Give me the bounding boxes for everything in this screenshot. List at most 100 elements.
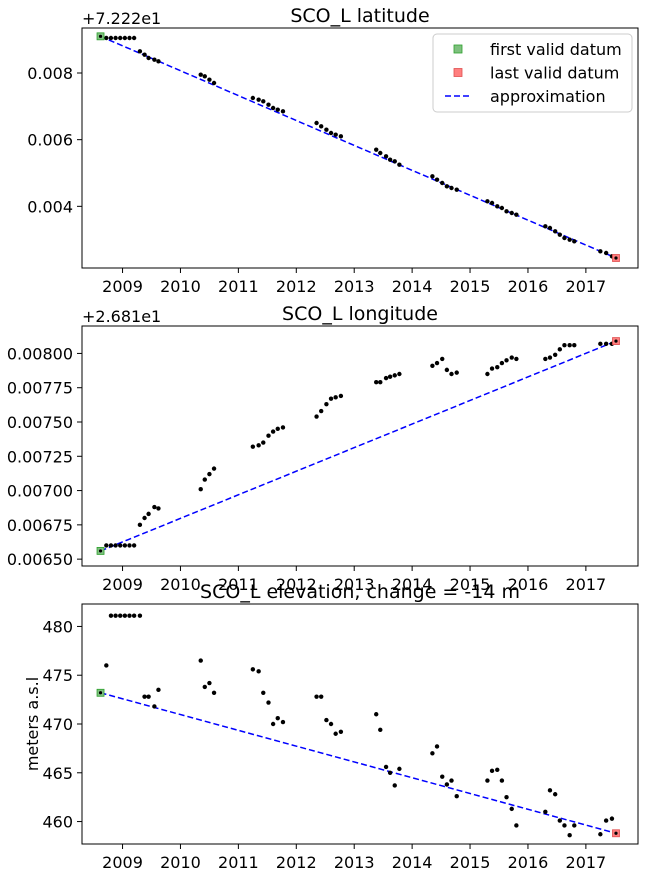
data-point bbox=[338, 729, 344, 735]
data-point bbox=[328, 396, 334, 401]
y-tick-label: 0.00750 bbox=[7, 413, 73, 432]
data-point bbox=[572, 239, 577, 244]
chart-title: SCO_L elevation, change = -14 m bbox=[200, 581, 520, 603]
x-tick-label: 2013 bbox=[334, 277, 375, 296]
data-point bbox=[598, 341, 603, 347]
approximation-line bbox=[100, 35, 617, 259]
data-point bbox=[108, 543, 114, 548]
data-point bbox=[383, 764, 389, 770]
data-point bbox=[567, 833, 572, 838]
data-point bbox=[333, 731, 338, 736]
data-point bbox=[146, 694, 151, 699]
x-tick-label: 2016 bbox=[508, 575, 549, 594]
x-tick-label: 2009 bbox=[102, 853, 143, 872]
data-point bbox=[256, 97, 261, 102]
data-point bbox=[202, 477, 207, 482]
data-point bbox=[489, 200, 495, 206]
data-point bbox=[504, 794, 509, 800]
data-point bbox=[598, 832, 603, 837]
data-point bbox=[127, 613, 132, 618]
data-point bbox=[270, 105, 276, 111]
data-point bbox=[552, 352, 558, 357]
y-tick-label: 0.00675 bbox=[7, 516, 73, 535]
data-point bbox=[152, 704, 157, 709]
data-point bbox=[378, 727, 383, 733]
data-point bbox=[118, 35, 123, 41]
data-point bbox=[495, 364, 500, 370]
data-point bbox=[211, 466, 217, 471]
data-point bbox=[378, 380, 383, 385]
data-point bbox=[397, 162, 402, 167]
y-tick-label: 0.00700 bbox=[7, 482, 73, 501]
data-point bbox=[572, 343, 577, 348]
data-point bbox=[557, 232, 563, 237]
data-point bbox=[202, 684, 207, 690]
y-tick-label: 0.00775 bbox=[7, 379, 73, 398]
data-point bbox=[609, 816, 615, 821]
data-point bbox=[131, 35, 137, 41]
data-point bbox=[383, 154, 389, 159]
plot-frame bbox=[81, 325, 639, 567]
legend-label: first valid datum bbox=[490, 40, 622, 59]
data-point bbox=[387, 157, 393, 162]
data-point bbox=[543, 224, 548, 229]
data-point bbox=[266, 102, 271, 107]
data-point bbox=[504, 358, 509, 363]
data-point bbox=[314, 414, 319, 419]
x-tick-label: 2014 bbox=[392, 277, 433, 296]
x-tick-label: 2010 bbox=[160, 277, 201, 296]
data-point bbox=[113, 35, 118, 41]
y-tick-label: 0.00725 bbox=[7, 447, 73, 466]
data-point bbox=[547, 225, 553, 231]
y-tick-label: 0.004 bbox=[27, 197, 73, 216]
data-point bbox=[146, 55, 151, 61]
data-point bbox=[598, 249, 603, 254]
x-tick-label: 2012 bbox=[276, 575, 317, 594]
data-point bbox=[454, 187, 459, 192]
data-point bbox=[603, 250, 609, 256]
data-point bbox=[314, 694, 319, 699]
data-point bbox=[509, 806, 514, 812]
data-point bbox=[557, 818, 563, 823]
data-point bbox=[383, 375, 389, 381]
data-point bbox=[122, 613, 128, 618]
data-point bbox=[98, 691, 103, 695]
data-point bbox=[440, 774, 445, 779]
data-point bbox=[434, 744, 440, 749]
data-point bbox=[392, 373, 397, 378]
data-point bbox=[261, 99, 266, 104]
data-point bbox=[495, 767, 500, 773]
data-point bbox=[374, 380, 379, 385]
data-point bbox=[430, 363, 435, 368]
data-point bbox=[562, 343, 567, 348]
data-point bbox=[454, 370, 459, 375]
data-point bbox=[280, 719, 286, 725]
data-point bbox=[98, 549, 103, 553]
x-tick-label: 2010 bbox=[160, 575, 201, 594]
x-tick-label: 2017 bbox=[566, 853, 607, 872]
data-point bbox=[280, 425, 286, 430]
data-point bbox=[261, 690, 266, 695]
data-point bbox=[142, 694, 147, 699]
y-tick-label: 465 bbox=[42, 764, 73, 783]
data-point bbox=[266, 700, 271, 705]
data-point bbox=[152, 504, 157, 510]
data-point bbox=[137, 522, 143, 528]
data-point bbox=[374, 147, 379, 152]
data-point bbox=[270, 721, 276, 727]
data-point bbox=[614, 256, 618, 260]
y-tick-label: 475 bbox=[42, 666, 73, 685]
data-point bbox=[430, 174, 435, 179]
x-tick-label: 2010 bbox=[160, 853, 201, 872]
x-tick-label: 2015 bbox=[450, 575, 491, 594]
y-tick-label: 0.006 bbox=[27, 131, 73, 150]
data-point bbox=[156, 506, 161, 511]
x-tick-label: 2011 bbox=[218, 853, 259, 872]
x-tick-label: 2015 bbox=[450, 853, 491, 872]
y-tick-label: 0.008 bbox=[27, 64, 73, 83]
legend-label: last valid datum bbox=[490, 64, 619, 83]
data-point bbox=[614, 831, 618, 835]
data-point bbox=[509, 210, 514, 216]
data-point bbox=[485, 199, 490, 204]
data-point bbox=[489, 768, 495, 774]
